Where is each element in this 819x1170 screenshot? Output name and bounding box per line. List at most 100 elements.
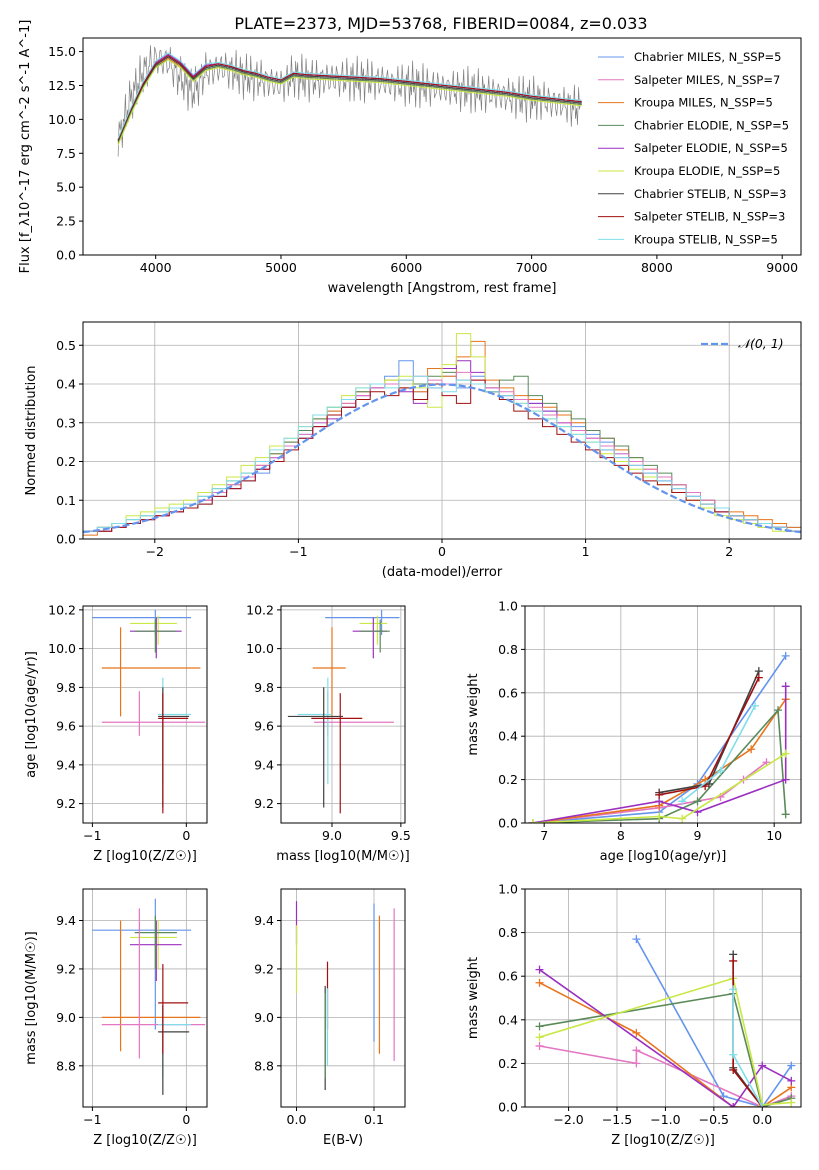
y-tick-label: 10.0 bbox=[246, 641, 274, 656]
axes-frame bbox=[280, 888, 406, 1108]
axes-frame bbox=[82, 605, 208, 824]
x-axis-label: wavelength [Angstrom, rest frame] bbox=[328, 281, 557, 296]
axes-frame bbox=[524, 605, 802, 824]
plus-marker bbox=[535, 965, 544, 974]
x-tick-label: 9.0 bbox=[322, 828, 342, 843]
x-tick-label: 9000 bbox=[766, 260, 798, 275]
mass-weight-vs-age-plot-area bbox=[528, 651, 790, 823]
legend-entry: Salpeter MILES, N_SSP=7 bbox=[634, 73, 780, 87]
plus-marker bbox=[729, 1065, 738, 1074]
y-tick-label: 9.0 bbox=[254, 1010, 274, 1025]
y-tick-label: 0.8 bbox=[498, 925, 518, 940]
x-axis-label: age [log10(age/yr)] bbox=[600, 849, 727, 864]
y-tick-label: 9.2 bbox=[254, 796, 274, 811]
x-tick-label: 2 bbox=[725, 544, 733, 559]
x-tick-label: −2.0 bbox=[553, 1112, 583, 1127]
x-tick-label: 8 bbox=[617, 828, 625, 843]
x-tick-label: −1.5 bbox=[602, 1112, 632, 1127]
x-tick-label: 6000 bbox=[390, 260, 422, 275]
legend-entry: Chabrier ELODIE, N_SSP=5 bbox=[634, 118, 789, 132]
figure-title: PLATE=2373, MJD=53768, FIBERID=0084, z=0… bbox=[234, 14, 647, 33]
y-tick-label: 0.2 bbox=[498, 1056, 518, 1071]
errorbar-point-5 bbox=[101, 627, 201, 717]
model-line-6 bbox=[117, 59, 582, 146]
errorbar-point-4 bbox=[359, 619, 390, 653]
residuals-plot-area bbox=[83, 333, 801, 536]
plus-marker bbox=[693, 797, 702, 806]
y-tick-label: 0.0 bbox=[498, 1100, 518, 1115]
y-tick-label: 0.0 bbox=[56, 532, 76, 547]
y-tick-label: 0.6 bbox=[498, 969, 518, 984]
legend-entry: Kroupa ELODIE, N_SSP=5 bbox=[634, 164, 780, 178]
x-tick-label: −1 bbox=[83, 1112, 101, 1127]
x-axis-label: Z [log10(Z/Z☉)] bbox=[93, 849, 197, 864]
axes-frame bbox=[280, 605, 406, 824]
plus-marker bbox=[787, 1061, 796, 1070]
y-tick-label: 0.2 bbox=[56, 454, 76, 469]
plus-marker bbox=[781, 810, 790, 819]
y-tick-label: 1.0 bbox=[498, 599, 518, 614]
x-tick-label: 5000 bbox=[265, 260, 297, 275]
legend-entry: Kroupa STELIB, N_SSP=5 bbox=[634, 232, 778, 246]
y-tick-label: 9.2 bbox=[56, 796, 76, 811]
y-tick-label: 15.0 bbox=[48, 44, 76, 59]
x-tick-label: 9 bbox=[694, 828, 702, 843]
y-tick-label: 0.8 bbox=[498, 642, 518, 657]
x-tick-label: 7 bbox=[540, 828, 548, 843]
weight-line-4 bbox=[539, 992, 792, 1107]
y-tick-label: 10.0 bbox=[48, 641, 76, 656]
y-tick-label: 0.3 bbox=[56, 415, 76, 430]
plus-marker bbox=[754, 673, 763, 682]
y-tick-label: 9.4 bbox=[56, 757, 76, 772]
y-axis-label: Normed distribution bbox=[24, 366, 39, 496]
plus-marker bbox=[787, 1098, 796, 1107]
legend-entry: Chabrier STELIB, N_SSP=3 bbox=[634, 187, 786, 201]
plus-marker bbox=[535, 1033, 544, 1042]
plus-marker bbox=[781, 651, 790, 660]
x-tick-label: 0.0 bbox=[752, 1112, 772, 1127]
x-tick-label: 0.0 bbox=[287, 1112, 307, 1127]
y-tick-label: 0.4 bbox=[498, 1012, 518, 1027]
age-vs-mass-plot-area bbox=[287, 609, 400, 814]
y-tick-label: 9.8 bbox=[56, 680, 76, 695]
x-axis-label: Z [log10(Z/Z☉)] bbox=[611, 1133, 715, 1148]
y-axis-label: Flux [f_λ10^-17 erg cm^-2 s^-1 A^-1] bbox=[18, 20, 33, 274]
x-tick-label: −2 bbox=[146, 544, 164, 559]
y-tick-label: 9.8 bbox=[254, 680, 274, 695]
errorbar-point-4 bbox=[134, 619, 177, 653]
residuals-panel: −2 −1 0 1 2 0.0 0.1 0.2 0.3 0.4 0.5 (data-model)/er… bbox=[24, 321, 802, 580]
plus-marker bbox=[747, 745, 756, 754]
y-tick-label: 0.2 bbox=[498, 772, 518, 787]
y-tick-label: 8.8 bbox=[56, 1058, 76, 1073]
plus-marker bbox=[729, 1050, 738, 1059]
mass-weight-vs-Z-plot-area bbox=[535, 935, 796, 1107]
y-tick-label: 9.0 bbox=[56, 1010, 76, 1025]
plus-marker bbox=[632, 1028, 641, 1037]
legend-entry: Kroupa MILES, N_SSP=5 bbox=[634, 96, 773, 110]
weight-line-1 bbox=[532, 655, 787, 823]
legend-entry: Salpeter ELODIE, N_SSP=5 bbox=[634, 141, 788, 155]
y-tick-label: 12.5 bbox=[48, 78, 76, 93]
errorbar-point-9 bbox=[158, 964, 189, 1054]
x-tick-label: −0.5 bbox=[699, 1112, 729, 1127]
plus-marker bbox=[678, 814, 687, 823]
plus-marker bbox=[781, 775, 790, 784]
x-tick-label: 7000 bbox=[516, 260, 548, 275]
y-tick-label: 9.2 bbox=[56, 961, 76, 976]
model-line-8 bbox=[117, 55, 582, 140]
plus-marker bbox=[729, 956, 738, 965]
age-vs-Z-panel: −1 0 9.2 9.4 9.6 9.8 10.0 10.2 Z [log10(Z/Z☉)] ag… bbox=[24, 602, 208, 864]
model-line-7 bbox=[117, 56, 582, 142]
y-tick-label: 9.6 bbox=[56, 719, 76, 734]
x-tick-label: 0 bbox=[182, 828, 190, 843]
mass-weight-vs-Z-panel: −2.0 −1.5 −1.0 −0.5 0.0 0.0 0.2 0.4 0.6 0.8 1.0 Z [… bbox=[466, 882, 802, 1148]
y-tick-label: 10.0 bbox=[48, 112, 76, 127]
gaussian-reference-curve bbox=[83, 383, 801, 534]
y-axis-label: mass weight bbox=[466, 957, 481, 1039]
y-tick-label: 8.8 bbox=[254, 1058, 274, 1073]
y-tick-label: 9.4 bbox=[56, 913, 76, 928]
age-vs-mass-panel: 9.0 9.5 9.2 9.4 9.6 9.8 10.0 10.2 mass [log10(M/… bbox=[246, 602, 411, 864]
y-axis-label: age [log10(age/yr)] bbox=[24, 651, 39, 778]
